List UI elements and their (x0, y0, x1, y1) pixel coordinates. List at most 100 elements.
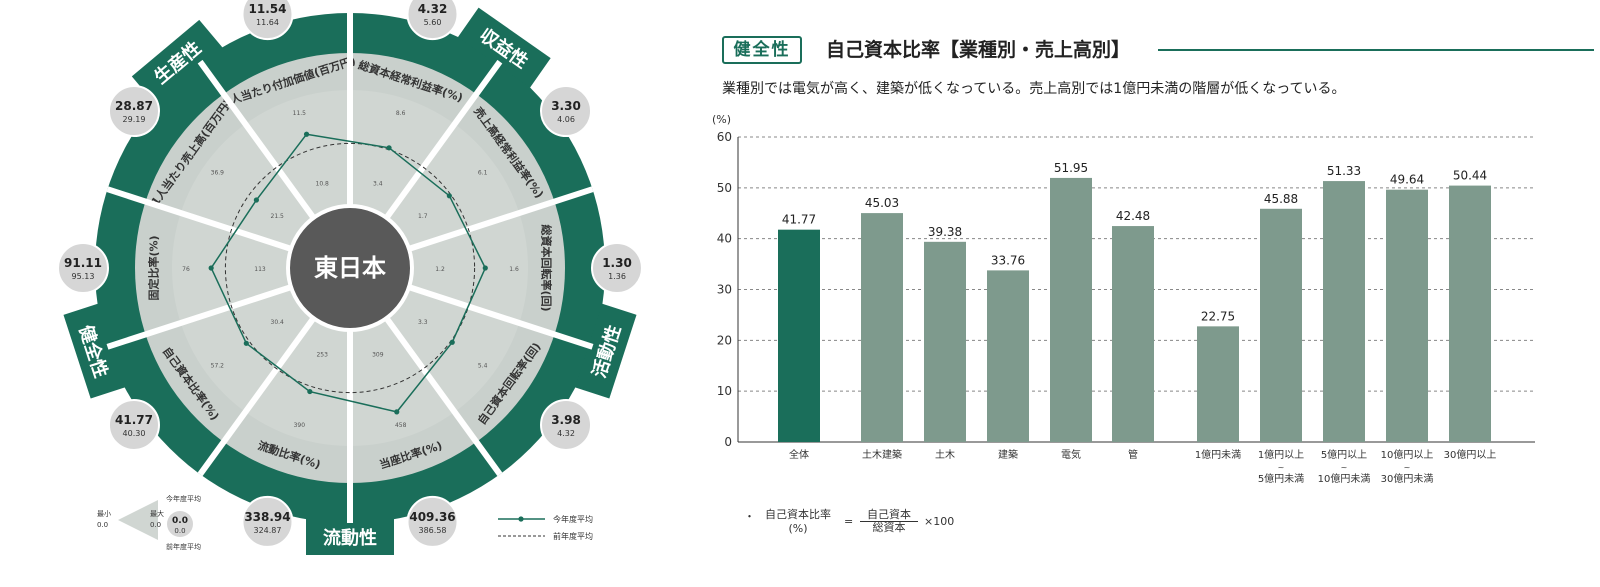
y-tick-label: 20 (717, 333, 732, 347)
y-tick-label: 50 (717, 181, 732, 195)
badge-previous-value: 324.87 (253, 526, 281, 535)
badge-current-value: 409.36 (409, 510, 455, 524)
current-average-point (482, 265, 488, 271)
radar-separator (197, 59, 316, 220)
bar (1260, 208, 1302, 442)
bar (1197, 326, 1239, 442)
x-category-label: 土木建築 (862, 448, 902, 461)
radar-inner-tick: 1.2 (435, 266, 445, 273)
value-badge (107, 398, 160, 451)
radar-inner-tick: 3.3 (418, 319, 428, 326)
radar-axis-label: 総資本回転率(回) (540, 224, 554, 311)
radar-separator (384, 316, 503, 477)
value-badge (406, 0, 459, 41)
bar-value-label: 45.88 (1264, 192, 1298, 206)
radar-inner-tick: 21.5 (271, 213, 285, 220)
y-tick-label: 60 (717, 130, 732, 144)
x-category-label: 全体 (789, 448, 809, 461)
badge-current-value: 4.32 (418, 2, 448, 16)
mini-legend-max-value: 0.0 (150, 521, 161, 529)
current-average-point (303, 131, 310, 137)
bar-value-label: 45.03 (865, 196, 899, 210)
bar-value-label: 33.76 (991, 253, 1025, 267)
radar-inner-tick: 30.4 (271, 319, 285, 326)
x-category-label: ~ (1341, 463, 1348, 472)
formula-lhs-unit: (%) (788, 522, 808, 535)
x-category-label: 10億円未満 (1318, 472, 1371, 485)
radar-inner-tick: 113 (254, 266, 266, 273)
radar-separator (197, 316, 316, 477)
formula-fraction-line (860, 521, 918, 522)
badge-current-value: 3.98 (551, 413, 581, 427)
radar-inner-tick: 10.8 (316, 180, 330, 187)
value-badge (591, 242, 643, 294)
bar-value-label: 51.95 (1054, 161, 1088, 175)
badge-current-value: 91.11 (64, 256, 102, 270)
x-category-label: ~ (1278, 463, 1285, 472)
radar-outer-tick: 76 (182, 266, 190, 273)
mini-legend-min-value: 0.0 (97, 521, 108, 529)
radar-outer-tick: 1.6 (509, 266, 519, 273)
radar-inner-tick: 253 (316, 352, 328, 359)
bar (1386, 189, 1428, 442)
radar-outer-tick: 5.4 (478, 362, 488, 369)
title-rule (1158, 49, 1594, 51)
value-badge (57, 242, 109, 294)
radar-outer-tick: 390 (294, 422, 306, 429)
current-average-point (253, 197, 259, 203)
formula-lhs: 自己資本比率 (%) (760, 508, 836, 536)
x-category-label: 建築 (998, 448, 1018, 461)
bar (778, 229, 820, 442)
legend-current-point (518, 516, 524, 522)
value-badge (107, 85, 160, 138)
formula-numerator: 自己資本 (867, 508, 911, 521)
bar (924, 241, 966, 442)
bar-value-label: 22.75 (1201, 309, 1235, 323)
bar-value-label: 39.38 (928, 225, 962, 239)
badge-current-value: 41.77 (115, 413, 153, 427)
badge-current-value: 1.30 (602, 256, 632, 270)
badge-current-value: 338.94 (244, 510, 290, 524)
x-category-label: 30億円未満 (1381, 472, 1434, 485)
x-category-label: ~ (1404, 463, 1411, 472)
current-average-point (446, 193, 452, 199)
group-tab-box (63, 303, 125, 399)
formula-multiplier: ×100 (924, 515, 955, 528)
mini-legend-badge-current: 0.0 (172, 516, 188, 526)
badge-previous-value: 95.13 (72, 272, 95, 281)
x-category-label: 10億円以上 (1381, 448, 1434, 461)
current-average-point (449, 339, 455, 345)
bar (987, 270, 1029, 442)
x-category-label: 1億円以上 (1258, 448, 1304, 461)
bar (1050, 177, 1092, 442)
y-tick-label: 0 (724, 435, 732, 449)
radar-outer-tick: 11.5 (293, 110, 307, 117)
badge-previous-value: 4.06 (557, 115, 575, 124)
legend-previous-label: 前年度平均 (553, 531, 593, 541)
radar-separator (408, 186, 594, 252)
radar-separator (106, 284, 292, 350)
value-badge (406, 495, 459, 548)
chart-title: 自己資本比率【業種別・売上高別】 (826, 39, 1131, 61)
radar-outer-tick: 57.2 (211, 362, 225, 369)
radar-axis-label: 固定比率(%) (147, 235, 161, 300)
group-tab-box (575, 303, 637, 399)
formula-equals: = (844, 515, 854, 528)
badge-current-value: 11.54 (249, 2, 287, 16)
group-tab-box (457, 7, 551, 88)
x-category-label: 土木 (935, 448, 955, 461)
bar-value-label: 51.33 (1327, 164, 1361, 178)
badge-current-value: 28.87 (115, 99, 153, 113)
current-average-point (386, 145, 392, 151)
y-tick-label: 30 (717, 283, 732, 297)
radar-separator (408, 284, 594, 350)
mini-legend-wedge (118, 500, 158, 540)
value-badge (540, 85, 593, 138)
formula-bullet: ・ (744, 510, 755, 523)
radar-outer-tick: 458 (395, 422, 407, 429)
current-average-point (208, 265, 214, 271)
category-tag: 健全性 (722, 36, 802, 64)
